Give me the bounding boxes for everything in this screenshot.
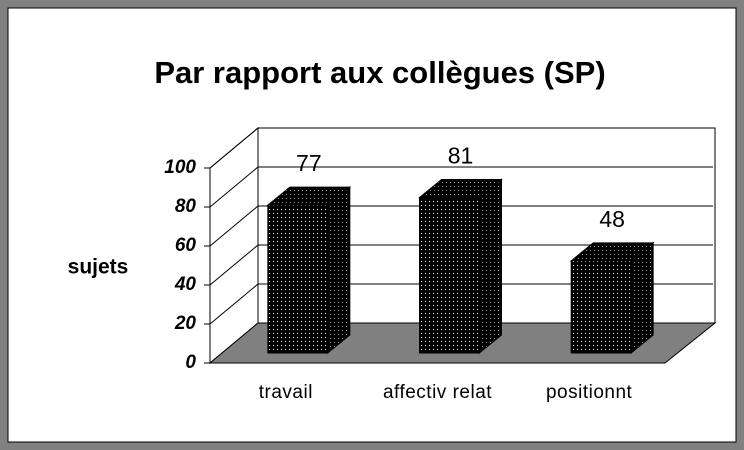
x-tick-label: positionnt <box>546 382 633 403</box>
bar-side <box>630 241 654 355</box>
chart-title: Par rapport aux collègues (SP) <box>154 55 605 90</box>
y-tick-label: 60 <box>175 235 197 256</box>
bar <box>570 260 632 354</box>
grid-line <box>209 205 259 247</box>
bar-side <box>327 186 351 355</box>
y-axis-label: sujets <box>68 256 129 279</box>
bar-side <box>479 178 502 355</box>
value-label: 48 <box>599 206 625 232</box>
x-tick-label: travail <box>259 382 313 403</box>
y-tick-label: 40 <box>174 274 197 295</box>
y-tick-label: 20 <box>174 313 197 334</box>
value-label: 81 <box>448 143 474 169</box>
grid-line <box>209 283 259 325</box>
side-wall <box>209 126 259 365</box>
bar <box>267 204 329 354</box>
x-tick-label: affectiv relat <box>383 382 492 403</box>
y-tick-label: 0 <box>185 352 196 373</box>
value-label: 77 <box>296 150 322 176</box>
y-tick-label: 100 <box>164 157 196 178</box>
grid-line <box>209 244 259 286</box>
y-tick-label: 80 <box>175 196 197 217</box>
grid-line <box>209 166 259 208</box>
bar <box>419 196 480 354</box>
grid-line <box>209 127 259 169</box>
